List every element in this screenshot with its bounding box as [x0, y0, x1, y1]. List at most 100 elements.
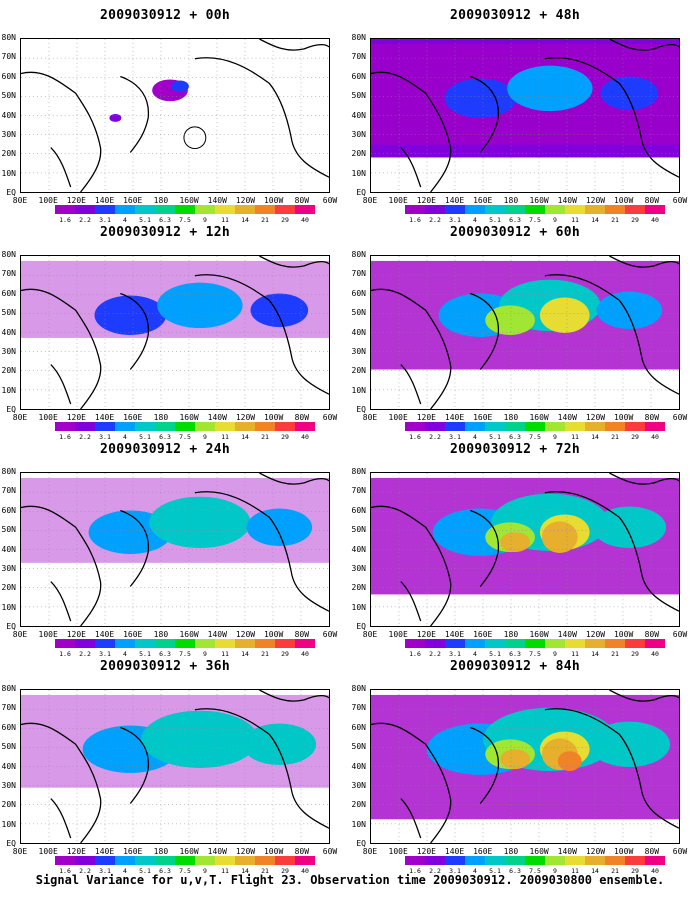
colorbar-swatch [445, 639, 465, 648]
lon-label: 140W [557, 847, 577, 856]
colorbar-level: 21 [611, 433, 619, 441]
variance-field [371, 694, 679, 820]
lat-label: 50N [351, 742, 366, 752]
colorbar-swatch [645, 856, 665, 865]
lon-label: 120E [66, 413, 86, 422]
colorbar-swatch [255, 422, 275, 431]
coastlines [21, 39, 329, 192]
lon-label: 180 [153, 196, 169, 205]
lon-label: 160E [473, 196, 493, 205]
variance-blob [500, 749, 530, 769]
variance-blob [246, 508, 313, 547]
variance-blob [109, 114, 122, 122]
colorbar-swatch [545, 639, 565, 648]
colorbar-swatch [625, 205, 645, 214]
colorbar-swatch [505, 639, 525, 648]
lon-label: 80W [294, 413, 310, 422]
map-panel: 2009030912 + 60h 80N 70N 60N 50N 40N 30N 20N 10N… [350, 225, 688, 441]
colorbar-swatch [625, 856, 645, 865]
map-area [20, 472, 330, 627]
lon-label: 80E [12, 847, 28, 856]
colorbar-level: 5.1 [489, 216, 501, 224]
colorbar-swatch [155, 856, 175, 865]
lon-label: 100W [613, 196, 634, 205]
colorbar-swatch [115, 205, 135, 214]
colorbar-level: 2.2 [429, 650, 441, 658]
colorbar-swatch [545, 205, 565, 214]
lon-label: 80W [644, 413, 660, 422]
colorbar-level: 5.1 [489, 433, 501, 441]
colorbar-level: 14 [241, 433, 249, 441]
lon-label: 180 [153, 630, 169, 639]
colorbar-level: 11 [221, 867, 229, 875]
colorbar-swatch [525, 856, 545, 865]
colorbar-swatch [195, 205, 215, 214]
lat-label: 40N [351, 761, 366, 771]
colorbar-swatch [135, 205, 155, 214]
colorbar-swatch [605, 205, 625, 214]
colorbar-level: 9 [203, 433, 207, 441]
lat-label: 80N [351, 684, 366, 693]
colorbar-level: 29 [281, 867, 289, 875]
lon-label: 140E [444, 196, 465, 205]
lat-label: 20N [351, 366, 366, 376]
colorbar-level: 6.3 [509, 433, 521, 441]
colorbar-swatch [585, 856, 605, 865]
colorbar-swatch [585, 205, 605, 214]
map-panel: 2009030912 + 48h 80N 70N 60N 50N 40N 30N 20N 10N… [350, 8, 688, 224]
colorbar-level: 14 [241, 216, 249, 224]
colorbar-level: 7.5 [179, 433, 191, 441]
colorbar-swatch [505, 422, 525, 431]
lon-label: 60W [322, 630, 338, 639]
lon-label: 80W [294, 847, 310, 856]
colorbar-level: 3.1 [449, 650, 461, 658]
colorbar-labels: 1.6 2.2 3.1 4 5.1 6.3 7.5 9 11 14 21 29 40 [55, 650, 315, 658]
figure-caption: Signal Variance for u,v,T. Flight 23. Ob… [35, 873, 665, 887]
colorbar-level: 3.1 [99, 650, 111, 658]
lon-label: 160E [123, 196, 143, 205]
colorbar-swatch [505, 856, 525, 865]
lon-label: 180 [503, 630, 519, 639]
colorbar-level: 7.5 [179, 650, 191, 658]
colorbar-level: 2.2 [429, 867, 441, 875]
colorbar [55, 422, 315, 431]
colorbar-swatch [445, 856, 465, 865]
lat-label: 30N [1, 563, 16, 573]
colorbar-swatch [295, 856, 315, 865]
lon-label: 100W [263, 196, 284, 205]
lat-label: 40N [1, 110, 16, 120]
colorbar-swatch [465, 856, 485, 865]
colorbar-level: 29 [631, 216, 639, 224]
colorbar-swatch [275, 639, 295, 648]
panel-title: 2009030912 + 00h [99, 8, 231, 23]
lat-label: EQ [356, 622, 366, 631]
coastlines [371, 690, 679, 843]
colorbar-swatch [155, 639, 175, 648]
colorbar-swatch [55, 639, 75, 648]
map-area [20, 255, 330, 410]
lon-label: 140W [557, 630, 577, 639]
lon-label: 100E [388, 847, 408, 856]
colorbar-level: 6.3 [509, 867, 521, 875]
lon-label: 120W [235, 847, 256, 856]
colorbar-level: 14 [241, 650, 249, 658]
lon-label: 120E [416, 847, 436, 856]
variance-blob [588, 721, 671, 767]
colorbar-level: 3.1 [99, 433, 111, 441]
colorbar-level: 40 [301, 650, 309, 658]
colorbar-level: 21 [611, 867, 619, 875]
colorbar-level: 7.5 [179, 216, 191, 224]
colorbar-swatch [175, 205, 195, 214]
lat-label: 50N [351, 91, 366, 101]
colorbar-level: 40 [651, 433, 659, 441]
lon-label: 160W [529, 196, 549, 205]
colorbar-level: 3.1 [449, 433, 461, 441]
colorbar-swatch [95, 422, 115, 431]
colorbar-swatch [215, 639, 235, 648]
colorbar-swatch [115, 422, 135, 431]
lat-label: 10N [1, 819, 16, 829]
colorbar-swatch [585, 422, 605, 431]
colorbar-swatch [445, 205, 465, 214]
colorbar-level: 5.1 [489, 867, 501, 875]
variance-blob [444, 78, 517, 118]
